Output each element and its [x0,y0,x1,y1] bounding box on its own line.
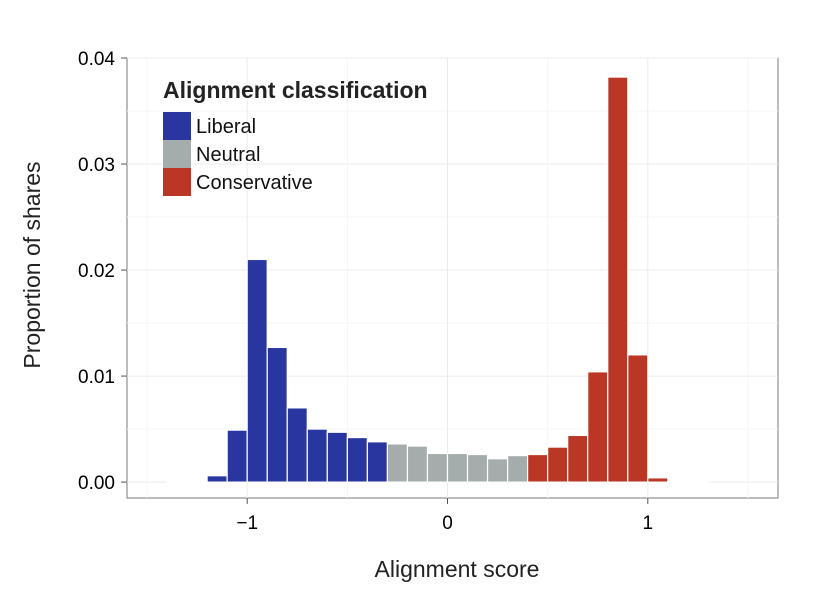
y-tick-label: 0.02 [78,261,115,282]
legend-swatch-neutral [163,140,191,168]
histogram-bar-conservative [587,371,609,483]
legend-label-liberal: Liberal [196,116,256,138]
x-tick-label: 1 [643,513,654,534]
histogram-bar-conservative [607,76,629,483]
x-tick-label: 0 [442,513,453,534]
y-tick-label: 0.04 [78,49,115,70]
histogram-bar-neutral [426,452,449,483]
histogram-bar-conservative [527,453,549,483]
histogram-bar-conservative [627,354,649,483]
legend: Alignment classification Liberal Neutral C… [163,77,428,196]
x-tick-label: −1 [236,513,258,534]
y-tick-label: 0.00 [78,473,115,494]
histogram-bar-conservative [547,446,569,483]
histogram-bar-neutral [446,452,469,483]
histogram-bar-liberal [226,429,248,483]
histogram-bar-liberal [206,475,228,483]
histogram-bar-liberal [186,480,208,483]
histogram-bar-liberal [346,436,368,483]
y-tick-label: 0.01 [78,367,115,388]
histogram-bar-neutral [386,443,409,483]
plot-panel [126,57,779,499]
histogram-bar-liberal [246,258,268,483]
y-axis-ticks: 0.00 0.01 0.02 0.03 0.04 [78,49,127,494]
histogram-bar-conservative [687,480,709,483]
histogram-bar-liberal [266,346,288,483]
histogram-bar-neutral [406,445,429,483]
y-axis-title: Proportion of shares [19,161,45,368]
y-tick-label: 0.03 [78,155,115,176]
histogram-bar-conservative [667,480,689,483]
legend-entries: Liberal Neutral Conservative [163,112,313,196]
legend-swatch-liberal [163,112,191,140]
histogram-bar-conservative [647,477,669,483]
histogram-bar-neutral [506,454,529,483]
x-axis-title: Alignment score [375,556,540,582]
histogram-bar-neutral [466,453,489,483]
legend-title: Alignment classification [163,77,428,103]
histogram-bar-liberal [366,441,389,483]
histogram-bar-liberal [286,407,308,483]
legend-swatch-conservative [163,168,191,196]
bars [166,76,709,483]
legend-label-conservative: Conservative [196,172,313,194]
histogram-bar-liberal [306,428,328,483]
legend-label-neutral: Neutral [196,144,260,166]
x-axis-ticks: −1 0 1 [236,498,653,534]
histogram-bar-liberal [326,431,348,483]
histogram-bar-neutral [486,458,509,483]
histogram-bar-conservative [567,434,589,483]
histogram-bar-liberal [166,480,188,483]
